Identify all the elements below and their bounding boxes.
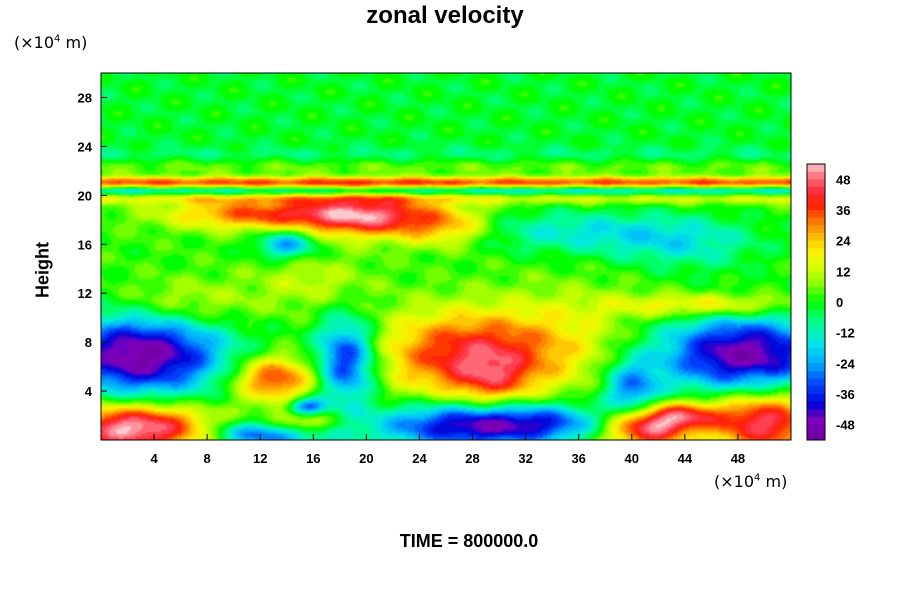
- colorbar-segment: [807, 240, 825, 249]
- colorbar-segment: [807, 332, 825, 341]
- x-tick-label: 48: [731, 451, 745, 466]
- x-tick-label: 24: [412, 451, 427, 466]
- colorbar-label: -24: [836, 356, 856, 371]
- colorbar-label: 24: [836, 234, 851, 249]
- colorbar-segment: [807, 256, 825, 265]
- colorbar-segment: [807, 233, 825, 242]
- y-tick-label: 8: [85, 335, 92, 350]
- colorbar-segment: [807, 317, 825, 326]
- colorbar-segment: [807, 432, 825, 441]
- colorbar-label: 0: [836, 295, 843, 310]
- y-tick-label: 28: [78, 90, 92, 105]
- x-tick-label: 16: [306, 451, 320, 466]
- colorbar-segment: [807, 248, 825, 257]
- colorbar-segment: [807, 386, 825, 395]
- colorbar-label: -36: [836, 387, 855, 402]
- colorbar-segment: [807, 202, 825, 211]
- y-tick-label: 12: [78, 286, 92, 301]
- colorbar-segment: [807, 409, 825, 418]
- colorbar-segment: [807, 355, 825, 364]
- colorbar: 48 36 24 12 0 -12 -24 -36 -48: [806, 163, 856, 441]
- x-tick-label: 32: [518, 451, 532, 466]
- colorbar-segment: [807, 378, 825, 387]
- colorbar-segment: [807, 363, 825, 372]
- colorbar-segment: [807, 348, 825, 357]
- x-tick-label: 36: [571, 451, 585, 466]
- colorbar-segment: [807, 340, 825, 349]
- colorbar-segment: [807, 279, 825, 288]
- colorbar-segment: [807, 294, 825, 303]
- y-axis-ticks: 4 8 12 16 20 24 28: [78, 90, 107, 399]
- colorbar-segment: [807, 309, 825, 318]
- x-tick-label: 28: [465, 451, 479, 466]
- colorbar-segment: [807, 401, 825, 410]
- y-tick-label: 16: [78, 237, 92, 252]
- y-tick-label: 20: [78, 188, 92, 203]
- velocity-field: [101, 73, 791, 440]
- colorbar-segment: [807, 371, 825, 380]
- colorbar-segment: [807, 217, 825, 226]
- colorbar-segment: [807, 179, 825, 188]
- colorbar-segment: [807, 171, 825, 180]
- time-readout: TIME = 800000.0: [399, 531, 539, 551]
- colorbar-label: 36: [836, 203, 850, 218]
- x-axis-ticks: 4 8 12 16 20 24 28 32 36 40 44 48: [150, 434, 745, 466]
- y-tick-label: 4: [85, 384, 93, 399]
- colorbar-frame: [806, 163, 826, 441]
- colorbar-segment: [807, 325, 825, 334]
- colorbar-segment: [807, 187, 825, 196]
- x-tick-label: 40: [625, 451, 639, 466]
- y-tick-label: 24: [78, 139, 93, 154]
- colorbar-segment: [807, 225, 825, 234]
- colorbar-label: -48: [836, 418, 855, 433]
- colorbar-label: 48: [836, 172, 850, 187]
- colorbar-segment: [807, 271, 825, 280]
- colorbar-label: 12: [836, 264, 850, 279]
- colorbar-segment: [807, 302, 825, 311]
- colorbar-segment: [807, 424, 825, 433]
- x-tick-label: 12: [253, 451, 267, 466]
- plot-frame: [100, 72, 792, 441]
- colorbar-segment: [807, 286, 825, 295]
- colorbar-segment: [807, 194, 825, 203]
- x-tick-label: 44: [678, 451, 693, 466]
- x-axis-unit: (×104 m): [714, 472, 788, 491]
- colorbar-label: -12: [836, 326, 855, 341]
- colorbar-segment: [807, 263, 825, 272]
- colorbar-segment: [807, 210, 825, 219]
- colorbar-segment: [807, 417, 825, 426]
- x-tick-label: 20: [359, 451, 373, 466]
- colorbar-segment: [807, 164, 825, 173]
- colorbar-segment: [807, 394, 825, 403]
- chart-title: zonal velocity: [366, 2, 524, 29]
- x-tick-label: 4: [150, 451, 158, 466]
- x-tick-label: 8: [204, 451, 211, 466]
- y-axis-unit: (×104 m): [14, 33, 88, 52]
